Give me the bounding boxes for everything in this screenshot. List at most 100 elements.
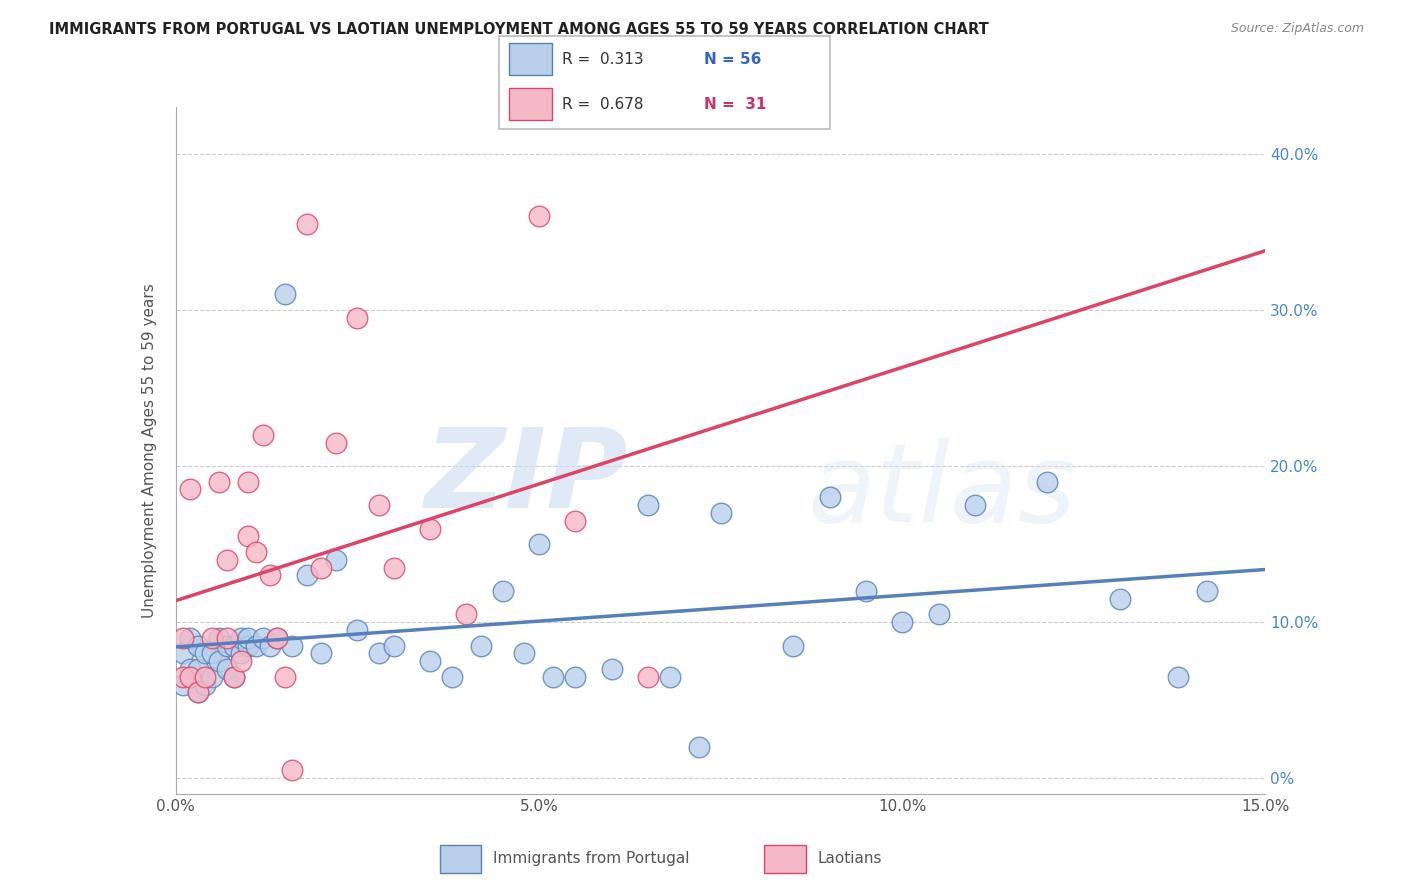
Point [368,498,391,512]
Point [238,639,260,653]
Point [1167,670,1189,684]
Point [201,631,224,645]
Point [238,475,260,489]
Point [527,537,550,551]
Point [637,498,659,512]
Point [346,310,368,325]
Point [222,670,245,684]
Point [208,654,231,668]
Point [245,545,267,559]
Point [186,685,209,699]
Point [186,639,209,653]
Text: N = 56: N = 56 [704,52,762,67]
Point [1109,591,1132,606]
Point [179,483,201,497]
Point [564,670,586,684]
Point [259,568,281,582]
Point [346,623,368,637]
Point [600,662,623,676]
Point [186,685,209,699]
Y-axis label: Unemployment Among Ages 55 to 59 years: Unemployment Among Ages 55 to 59 years [142,283,157,618]
FancyBboxPatch shape [499,36,830,129]
Point [194,678,217,692]
Point [382,639,405,653]
FancyBboxPatch shape [509,88,553,120]
Text: R =  0.678: R = 0.678 [562,96,644,112]
Point [325,552,347,567]
Point [194,670,217,684]
Point [231,631,253,645]
Text: R =  0.313: R = 0.313 [562,52,644,67]
Point [527,209,550,223]
Text: Immigrants from Portugal: Immigrants from Portugal [492,851,689,866]
Point [513,646,536,660]
Point [274,670,297,684]
Point [309,560,332,574]
Text: Source: ZipAtlas.com: Source: ZipAtlas.com [1230,22,1364,36]
Point [295,217,318,231]
Point [688,740,710,755]
Point [543,670,565,684]
Point [201,646,224,660]
Point [295,568,318,582]
FancyBboxPatch shape [440,846,481,872]
Point [186,662,209,676]
Point [266,631,288,645]
Point [963,498,986,512]
Text: atlas: atlas [807,438,1077,545]
Point [222,639,245,653]
Point [891,615,914,630]
Point [440,670,463,684]
Point [782,639,804,653]
Point [281,764,304,778]
Point [456,607,478,622]
Text: Laotians: Laotians [817,851,882,866]
Point [382,560,405,574]
Point [245,639,267,653]
Point [419,521,441,535]
Point [368,646,391,660]
Point [201,670,224,684]
Text: N =  31: N = 31 [704,96,766,112]
FancyBboxPatch shape [765,846,806,872]
Point [222,670,245,684]
Point [238,529,260,543]
Point [259,639,281,653]
Text: IMMIGRANTS FROM PORTUGAL VS LAOTIAN UNEMPLOYMENT AMONG AGES 55 TO 59 YEARS CORRE: IMMIGRANTS FROM PORTUGAL VS LAOTIAN UNEM… [49,22,988,37]
Point [172,646,194,660]
Point [928,607,950,622]
Point [208,475,231,489]
Point [208,631,231,645]
Point [231,654,253,668]
Point [492,583,515,598]
Point [266,631,288,645]
Point [215,639,238,653]
Point [710,506,733,520]
Point [325,435,347,450]
Point [274,287,297,301]
Point [855,583,877,598]
Point [1036,475,1059,489]
Point [658,670,681,684]
Point [281,639,304,653]
Point [309,646,332,660]
Point [179,631,201,645]
Point [238,631,260,645]
Point [194,646,217,660]
Point [172,670,194,684]
Point [215,552,238,567]
Point [179,662,201,676]
Point [419,654,441,668]
FancyBboxPatch shape [509,43,553,75]
Point [564,514,586,528]
Text: ZIP: ZIP [425,425,628,532]
Point [231,646,253,660]
Point [470,639,492,653]
Point [215,631,238,645]
Point [637,670,659,684]
Point [1197,583,1219,598]
Point [172,631,194,645]
Point [215,662,238,676]
Point [252,631,274,645]
Point [172,678,194,692]
